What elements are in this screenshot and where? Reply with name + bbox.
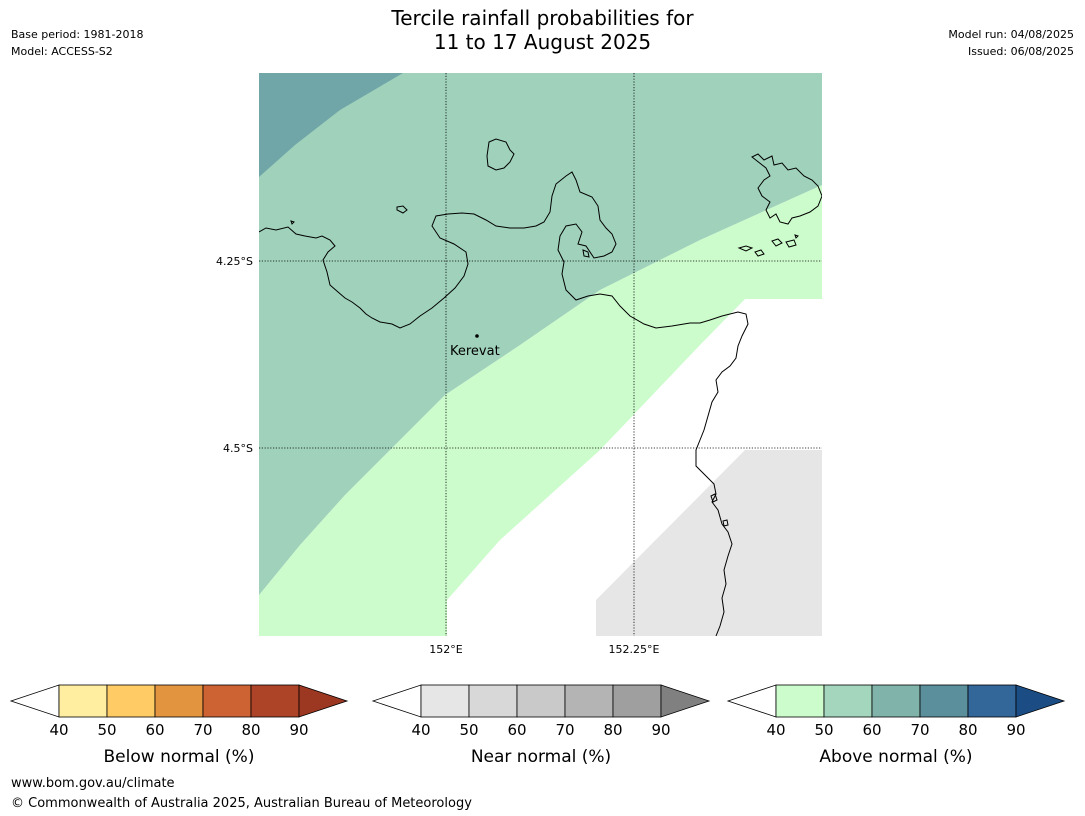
title-line-1: Tercile rainfall probabilities for [391, 6, 694, 30]
colorbar-tick-label: 90 [289, 721, 308, 739]
footer-copyright: © Commonwealth of Australia 2025, Austra… [11, 796, 472, 811]
colorbar-tick-label: 60 [862, 721, 881, 739]
coastline-islet-small [396, 205, 408, 214]
colorbar-extend-high [298, 684, 349, 718]
lat-label-1: 4.25°S [216, 255, 253, 268]
colorbar-segment [967, 684, 1017, 718]
colorbar-tick-label: 60 [507, 721, 526, 739]
above-normal-50-60-region [259, 73, 822, 595]
coastline-lake [582, 249, 590, 258]
lon-label-1: 152°E [429, 643, 462, 656]
colorbar-tick-label: 80 [603, 721, 622, 739]
coastlines [259, 138, 822, 636]
title-line-2: 11 to 17 August 2025 [433, 30, 652, 54]
model-text: Model: ACCESS-S2 [11, 45, 113, 58]
coastline-duke-of-york [751, 153, 822, 225]
coastline-islet-east-5 [794, 234, 799, 239]
colorbar-segment [516, 684, 566, 718]
colorbar-segment [871, 684, 921, 718]
colorbar-tick-label: 50 [97, 721, 116, 739]
colorbar-segment [775, 684, 825, 718]
colorbar-tick-label: 40 [766, 721, 785, 739]
colorbar-segment [202, 684, 252, 718]
colorbar-tick-label: 80 [958, 721, 977, 739]
colorbar-tick-label: 60 [145, 721, 164, 739]
coastline-islet-east-7 [722, 519, 729, 527]
colorbar-segment [250, 684, 300, 718]
lon-label-2: 152.25°E [609, 643, 660, 656]
coastline-islet-east-6 [710, 493, 718, 503]
colorbar-extend-high [1015, 684, 1066, 718]
coastline-islet-east-2 [771, 238, 783, 247]
colorbar-label: Below normal (%) [104, 747, 255, 767]
kerevat-marker [475, 334, 479, 338]
colorbar-segment [468, 684, 518, 718]
colorbar-below-normal: 40 50 60 70 80 90 Below normal (%) [9, 684, 349, 767]
colorbar-extend-high [660, 684, 711, 718]
colorbar-extend-low [9, 684, 60, 718]
colorbar-tick-label: 90 [651, 721, 670, 739]
colorbar-segment [823, 684, 873, 718]
colorbar-above-normal: 40 50 60 70 80 90 Above normal (%) [726, 684, 1066, 767]
colorbar-tick-label: 40 [49, 721, 68, 739]
colorbar-label: Near normal (%) [471, 747, 611, 767]
meta-left: Base period: 1981-2018 Model: ACCESS-S2 [11, 26, 143, 60]
colorbar-segment [154, 684, 204, 718]
colorbar-tick-label: 80 [241, 721, 260, 739]
colorbar-segment [564, 684, 614, 718]
near-normal-40-50-region [596, 450, 822, 636]
above-normal-60-70-region [259, 73, 403, 177]
chart-title: Tercile rainfall probabilities for 11 to… [0, 6, 1085, 54]
coastline-main [259, 171, 749, 636]
coastline-islet-top [486, 138, 515, 171]
coastline-islet-dot [290, 220, 295, 225]
above-normal-40-50-region [259, 185, 822, 636]
colorbar-segment [420, 684, 470, 718]
colorbar-segment [58, 684, 108, 718]
colorbar-tick-label: 40 [411, 721, 430, 739]
issued-text: Issued: 06/08/2025 [967, 45, 1074, 58]
model-run-text: Model run: 04/08/2025 [948, 28, 1074, 41]
colorbar-extend-low [726, 684, 777, 718]
map-panel: Kerevat 4.25°S 4.5°S 152°E 152.25°E [216, 73, 822, 656]
coastline-islet-east-3 [785, 239, 797, 248]
colorbar-near-normal: 40 50 60 70 80 90 Near normal (%) [371, 684, 711, 767]
footer: www.bom.gov.au/climate © Commonwealth of… [11, 774, 472, 814]
colorbar-tick-label: 70 [910, 721, 929, 739]
map-fields [259, 73, 822, 636]
colorbar-label: Above normal (%) [819, 747, 972, 767]
colorbar-segment [919, 684, 969, 718]
colorbar-segment [612, 684, 662, 718]
lat-label-2: 4.5°S [223, 442, 253, 455]
base-period-text: Base period: 1981-2018 [11, 28, 144, 41]
colorbar-tick-label: 50 [814, 721, 833, 739]
colorbar-tick-label: 90 [1006, 721, 1025, 739]
coastline-islet-east-4 [754, 249, 765, 257]
colorbar-tick-label: 70 [555, 721, 574, 739]
footer-url: www.bom.gov.au/climate [11, 776, 175, 791]
colorbar-legend: 40 50 60 70 80 90 Below normal (%) 40 50 60 70 80 9… [9, 684, 1066, 767]
colorbar-tick-label: 70 [193, 721, 212, 739]
meta-right: Model run: 04/08/2025 Issued: 06/08/2025 [948, 26, 1074, 60]
colorbar-extend-low [371, 684, 422, 718]
coastline-islet-east-1 [737, 245, 754, 252]
kerevat-label: Kerevat [450, 344, 500, 359]
colorbar-tick-label: 50 [459, 721, 478, 739]
colorbar-segment [106, 684, 156, 718]
